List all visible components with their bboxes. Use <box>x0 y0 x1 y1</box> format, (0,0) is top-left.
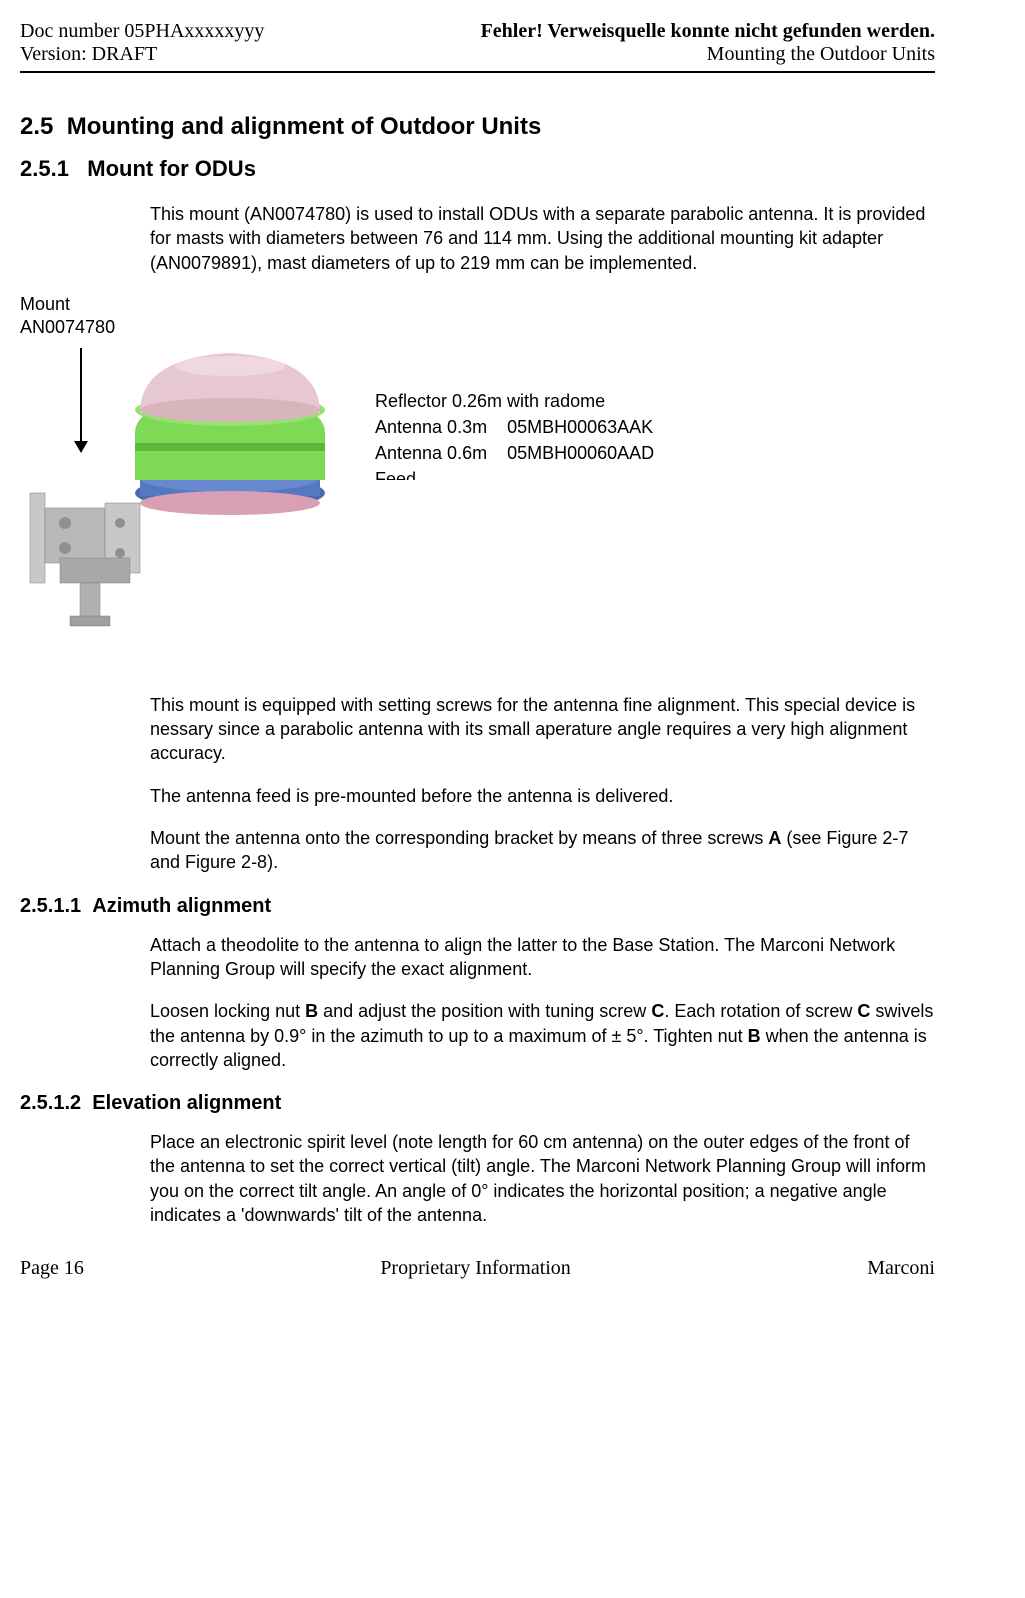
section-title: Mounting and alignment of Outdoor Units <box>67 113 542 140</box>
doc-number: Doc number 05PHAxxxxxyyy <box>20 20 264 43</box>
mount-label: Mount AN0074780 <box>20 293 115 340</box>
paragraph: The antenna feed is pre-mounted before t… <box>150 784 935 808</box>
paragraph: Mount the antenna onto the corresponding… <box>150 826 935 875</box>
subsection-number: 2.5.1 <box>20 156 69 181</box>
footer-page: Page 16 <box>20 1257 84 1280</box>
annotation-line: Reflector 0.26m with radome <box>375 388 654 414</box>
subsubsection-heading: 2.5.1.2 Elevation alignment <box>20 1092 935 1115</box>
paragraph: Place an electronic spirit level (note l… <box>150 1130 935 1227</box>
mount-label-line1: Mount <box>20 293 115 316</box>
paragraph: Attach a theodolite to the antenna to al… <box>150 933 935 982</box>
mount-label-line2: AN0074780 <box>20 316 115 339</box>
section-number: 2.5 <box>20 113 53 140</box>
footer-center: Proprietary Information <box>380 1257 571 1280</box>
antenna-diagram <box>20 348 360 648</box>
annotation-line: Antenna 0.6m 05MBH00060AAD <box>375 440 654 466</box>
header-left: Doc number 05PHAxxxxxyyy Version: DRAFT <box>20 20 264 66</box>
header-right: Fehler! Verweisquelle konnte nicht gefun… <box>481 20 935 66</box>
subsub-number: 2.5.1.2 <box>20 1092 81 1114</box>
subsubsection-heading: 2.5.1.1 Azimuth alignment <box>20 895 935 918</box>
annotation-line: Feed <box>375 466 654 480</box>
bracket-group <box>30 493 140 626</box>
paragraph: This mount is equipped with setting scre… <box>150 693 935 766</box>
radome-group <box>140 353 320 422</box>
page-header: Doc number 05PHAxxxxxyyy Version: DRAFT … <box>20 20 935 73</box>
paragraph: This mount (AN0074780) is used to instal… <box>150 202 935 275</box>
figure-container: Mount AN0074780 <box>20 293 935 663</box>
annotation-line: Antenna 0.3m 05MBH00063AAK <box>375 414 654 440</box>
subsub-number: 2.5.1.1 <box>20 895 81 917</box>
doc-version: Version: DRAFT <box>20 43 264 66</box>
page-footer: Page 16 Proprietary Information Marconi <box>20 1257 935 1280</box>
section-heading: 2.5 Mounting and alignment of Outdoor Un… <box>20 113 935 141</box>
figure-annotation: Reflector 0.26m with radome Antenna 0.3m… <box>375 388 654 480</box>
header-subtitle: Mounting the Outdoor Units <box>481 43 935 66</box>
footer-right: Marconi <box>867 1257 935 1280</box>
subsub-title: Azimuth alignment <box>92 895 271 917</box>
subsection-heading: 2.5.1 Mount for ODUs <box>20 156 935 182</box>
header-error: Fehler! Verweisquelle konnte nicht gefun… <box>481 20 935 43</box>
subsub-title: Elevation alignment <box>92 1092 281 1114</box>
paragraph: Loosen locking nut B and adjust the posi… <box>150 999 935 1072</box>
subsection-title: Mount for ODUs <box>87 156 256 181</box>
feed-ring <box>140 491 320 515</box>
